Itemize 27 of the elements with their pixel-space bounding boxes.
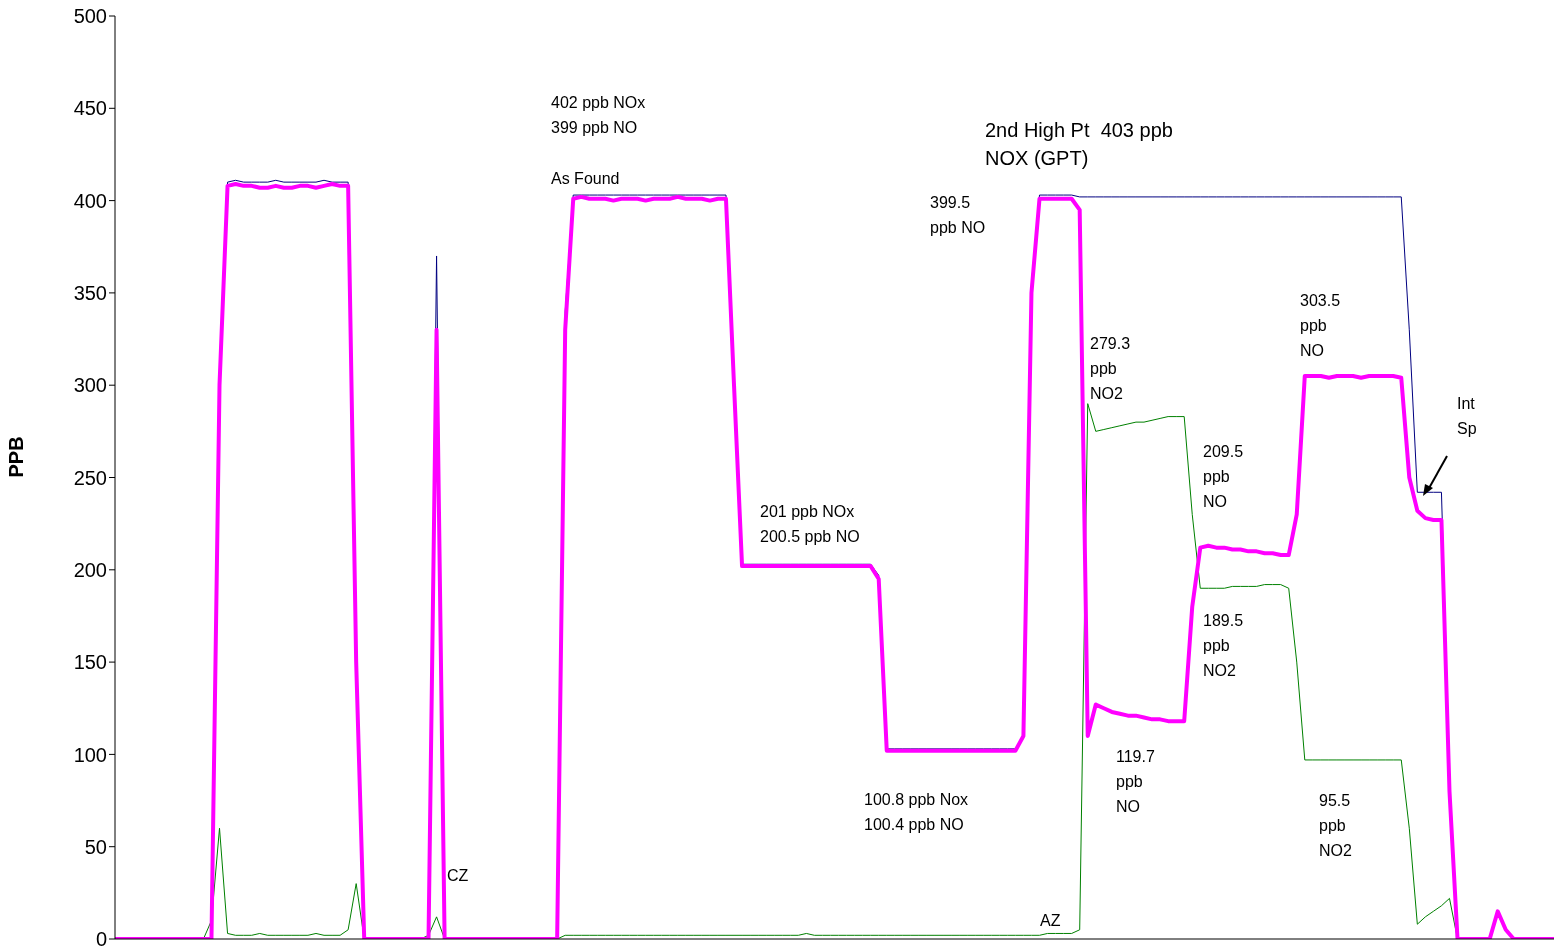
y-tick-label: 100	[73, 743, 107, 766]
annotation: 279.3 ppb NO2	[1090, 334, 1131, 404]
y-tick-label: 50	[84, 835, 107, 858]
annotation: AZ	[1040, 911, 1061, 931]
annotation: 100.8 ppb Nox 100.4 ppb NO	[864, 790, 969, 835]
y-tick-label: 200	[73, 558, 107, 581]
y-tick-label: 0	[95, 928, 107, 951]
y-tick-label: 450	[73, 97, 107, 120]
annotation: 303.5 ppb NO	[1300, 291, 1341, 361]
annotation: 2nd High Pt 403 ppb NOX (GPT)	[985, 118, 1173, 171]
y-tick-label: 350	[73, 282, 107, 304]
annotation: 95.5 ppb NO2	[1319, 791, 1352, 861]
annotation: 209.5 ppb NO	[1203, 442, 1244, 512]
annotation: 402 ppb NOx 399 ppb NO	[551, 93, 646, 138]
annotation: 119.7 ppb NO	[1116, 747, 1155, 817]
y-tick-label: 250	[73, 466, 107, 489]
annotation: 189.5 ppb NO2	[1203, 611, 1244, 681]
annotation: 399.5 ppb NO	[930, 193, 986, 238]
annotation: Int Sp	[1457, 394, 1477, 439]
y-tick-label: 300	[73, 374, 107, 397]
y-axis-title: PPB	[5, 436, 28, 478]
y-tick-label: 500	[73, 5, 107, 28]
annotation: CZ	[447, 866, 469, 886]
y-tick-label: 150	[73, 651, 107, 674]
y-tick-label: 400	[73, 189, 107, 212]
annotation: 201 ppb NOx 200.5 ppb NO	[760, 502, 860, 547]
annotation: As Found	[551, 169, 620, 189]
